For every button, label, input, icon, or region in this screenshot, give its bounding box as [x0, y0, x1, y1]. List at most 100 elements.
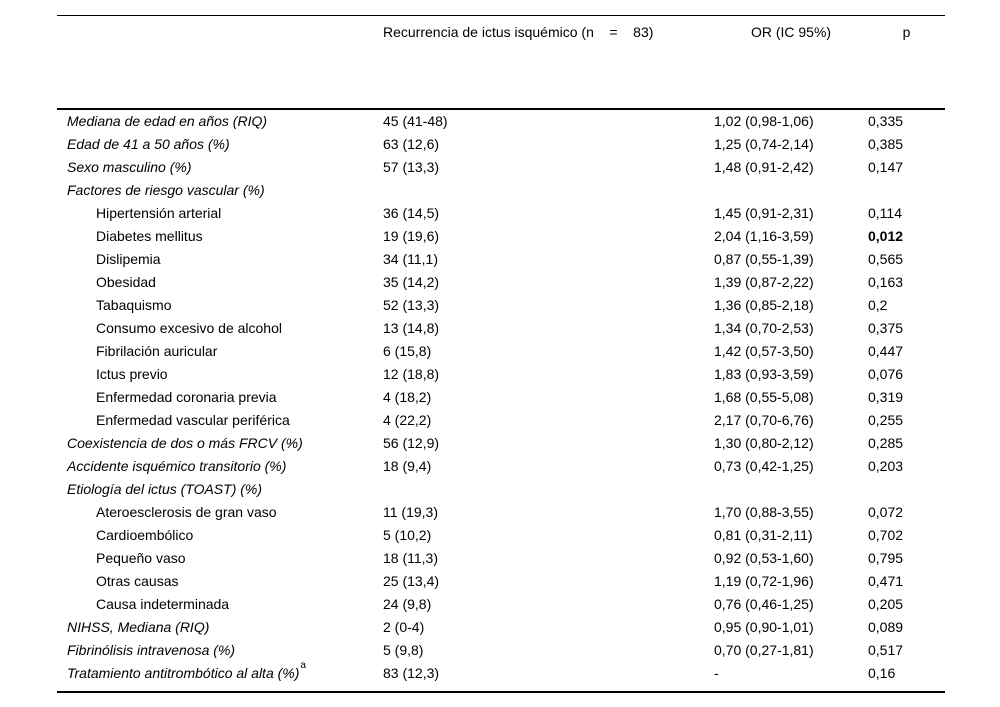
row-n-cell: 5 (10,2) — [383, 527, 432, 543]
row-n-cell: 45 (41-48) — [383, 113, 448, 129]
row-or-cell: 0,92 (0,53-1,60) — [714, 550, 814, 566]
header-or: OR (IC 95%) — [750, 24, 832, 40]
table-row: Etiología del ictus (TOAST) (%) — [57, 478, 945, 501]
row-or-cell: 1,34 (0,70-2,53) — [714, 320, 814, 336]
row-n-cell — [383, 179, 714, 202]
row-n-cell: 5 (9,8) — [383, 642, 424, 658]
row-label-cell: Tabaquismo — [96, 297, 172, 313]
table-row: Coexistencia de dos o más FRCV (%) 56 (1… — [57, 432, 945, 455]
row-label-cell: Coexistencia de dos o más FRCV (%) — [67, 435, 303, 451]
row-n-cell — [383, 478, 714, 501]
row-n-cell: 57 (13,3) — [383, 159, 440, 175]
table-row: Mediana de edad en años (RIQ) 45 (41-48)… — [57, 110, 945, 133]
row-p-cell — [868, 478, 945, 501]
row-p-cell: 0,114 — [868, 205, 902, 221]
row-or-cell: 0,95 (0,90-1,01) — [714, 619, 814, 635]
row-or-cell: 1,30 (0,80-2,12) — [714, 435, 814, 451]
row-or-cell — [714, 478, 868, 501]
row-label-cell: Otras causas — [96, 573, 179, 589]
row-or-cell: 2,04 (1,16-3,59) — [714, 228, 814, 244]
table-row: Enfermedad vascular periférica 4 (22,2) … — [57, 409, 945, 432]
row-n-cell: 12 (18,8) — [383, 366, 440, 382]
row-n-cell: 24 (9,8) — [383, 596, 432, 612]
table-row: Dislipemia 34 (11,1) 0,87 (0,55-1,39) 0,… — [57, 248, 945, 271]
table-row: Causa indeterminada 24 (9,8) 0,76 (0,46-… — [57, 593, 945, 616]
table-row: Edad de 41 a 50 años (%) 63 (12,6) 1,25 … — [57, 133, 945, 156]
row-label-cell: Diabetes mellitus — [96, 228, 203, 244]
row-p-cell: 0,203 — [868, 458, 904, 474]
row-or-cell: 1,02 (0,98-1,06) — [714, 113, 814, 129]
table-top-rule — [57, 15, 945, 16]
header-p: p — [902, 24, 911, 40]
row-p-cell: 0,517 — [868, 642, 904, 658]
row-label-cell: Fibrilación auricular — [96, 343, 218, 359]
row-or-cell: 1,45 (0,91-2,31) — [714, 205, 814, 221]
row-p-cell — [868, 179, 945, 202]
row-label-cell: Hipertensión arterial — [96, 205, 222, 221]
row-p-cell: 0,471 — [868, 573, 904, 589]
row-p-cell: 0,16 — [868, 665, 896, 681]
table-row: Fibrinólisis intravenosa (%) 5 (9,8) 0,7… — [57, 639, 945, 662]
row-n-cell: 4 (18,2) — [383, 389, 432, 405]
table-row: Diabetes mellitus 19 (19,6) 2,04 (1,16-3… — [57, 225, 945, 248]
table-header-rule — [57, 108, 945, 110]
row-n-cell: 34 (11,1) — [383, 251, 438, 267]
table-row: Tabaquismo 52 (13,3) 1,36 (0,85-2,18) 0,… — [57, 294, 945, 317]
table-row: Accidente isquémico transitorio (%) 18 (… — [57, 455, 945, 478]
row-label-cell: Obesidad — [96, 274, 156, 290]
table-row: Factores de riesgo vascular (%) — [57, 179, 945, 202]
row-n-cell: 19 (19,6) — [383, 228, 440, 244]
row-label-cell: Ictus previo — [96, 366, 168, 382]
row-n-cell: 2 (0-4) — [383, 619, 425, 635]
table-row: Hipertensión arterial 36 (14,5) 1,45 (0,… — [57, 202, 945, 225]
row-or-cell: 0,81 (0,31-2,11) — [714, 527, 813, 543]
row-n-cell: 56 (12,9) — [383, 435, 440, 451]
row-or-cell: - — [714, 665, 719, 681]
row-p-cell: 0,319 — [868, 389, 904, 405]
row-n-cell: 63 (12,6) — [383, 136, 440, 152]
journal-table: Recurrencia de ictus isquémico (n = 83) … — [57, 15, 945, 693]
row-p-cell: 0,2 — [868, 297, 888, 313]
row-n-cell: 6 (15,8) — [383, 343, 432, 359]
row-or-cell: 1,39 (0,87-2,22) — [714, 274, 814, 290]
row-or-cell: 0,73 (0,42-1,25) — [714, 458, 814, 474]
row-p-cell: 0,089 — [868, 619, 904, 635]
row-or-cell: 1,68 (0,55-5,08) — [714, 389, 814, 405]
row-n-cell: 4 (22,2) — [383, 412, 432, 428]
row-p-cell: 0,205 — [868, 596, 904, 612]
table-row: Tratamiento antitrombótico al alta (%)a … — [57, 660, 945, 685]
table-row: Cardioembólico 5 (10,2) 0,81 (0,31-2,11)… — [57, 524, 945, 547]
row-p-cell: 0,335 — [868, 113, 904, 129]
row-p-cell: 0,565 — [868, 251, 904, 267]
row-n-cell: 36 (14,5) — [383, 205, 440, 221]
row-p-cell: 0,702 — [868, 527, 904, 543]
row-label-cell: Enfermedad coronaria previa — [96, 389, 277, 405]
row-label-cell: NIHSS, Mediana (RIQ) — [67, 619, 210, 635]
row-p-cell: 0,795 — [868, 550, 904, 566]
row-label-cell: Tratamiento antitrombótico al alta (%)a — [67, 660, 306, 681]
row-p-cell: 0,147 — [868, 159, 904, 175]
row-p-cell: 0,012 — [868, 228, 904, 244]
table-row: Ictus previo 12 (18,8) 1,83 (0,93-3,59) … — [57, 363, 945, 386]
row-label-cell: Mediana de edad en años (RIQ) — [67, 113, 268, 129]
row-n-cell: 13 (14,8) — [383, 320, 440, 336]
row-n-cell: 52 (13,3) — [383, 297, 440, 313]
row-or-cell: 1,19 (0,72-1,96) — [714, 573, 814, 589]
row-p-cell: 0,285 — [868, 435, 904, 451]
table-row: NIHSS, Mediana (RIQ) 2 (0-4) 0,95 (0,90-… — [57, 616, 945, 639]
row-n-cell: 83 (12,3) — [383, 665, 440, 681]
superscript-note: a — [300, 660, 306, 672]
row-or-cell: 1,83 (0,93-3,59) — [714, 366, 814, 382]
row-p-cell: 0,375 — [868, 320, 904, 336]
row-label-cell: Causa indeterminada — [96, 596, 230, 612]
row-label-cell: Consumo excesivo de alcohol — [96, 320, 282, 336]
row-label-cell: Enfermedad vascular periférica — [96, 412, 290, 428]
row-p-cell: 0,076 — [868, 366, 904, 382]
row-or-cell: 1,48 (0,91-2,42) — [714, 159, 814, 175]
header-recurrence: Recurrencia de ictus isquémico (n = 83) — [383, 24, 654, 40]
row-label-cell: Cardioembólico — [96, 527, 194, 543]
row-or-cell: 2,17 (0,70-6,76) — [714, 412, 814, 428]
row-p-cell: 0,255 — [868, 412, 904, 428]
row-label-cell: Sexo masculino (%) — [67, 159, 192, 175]
row-label-cell: Edad de 41 a 50 años (%) — [67, 136, 230, 152]
